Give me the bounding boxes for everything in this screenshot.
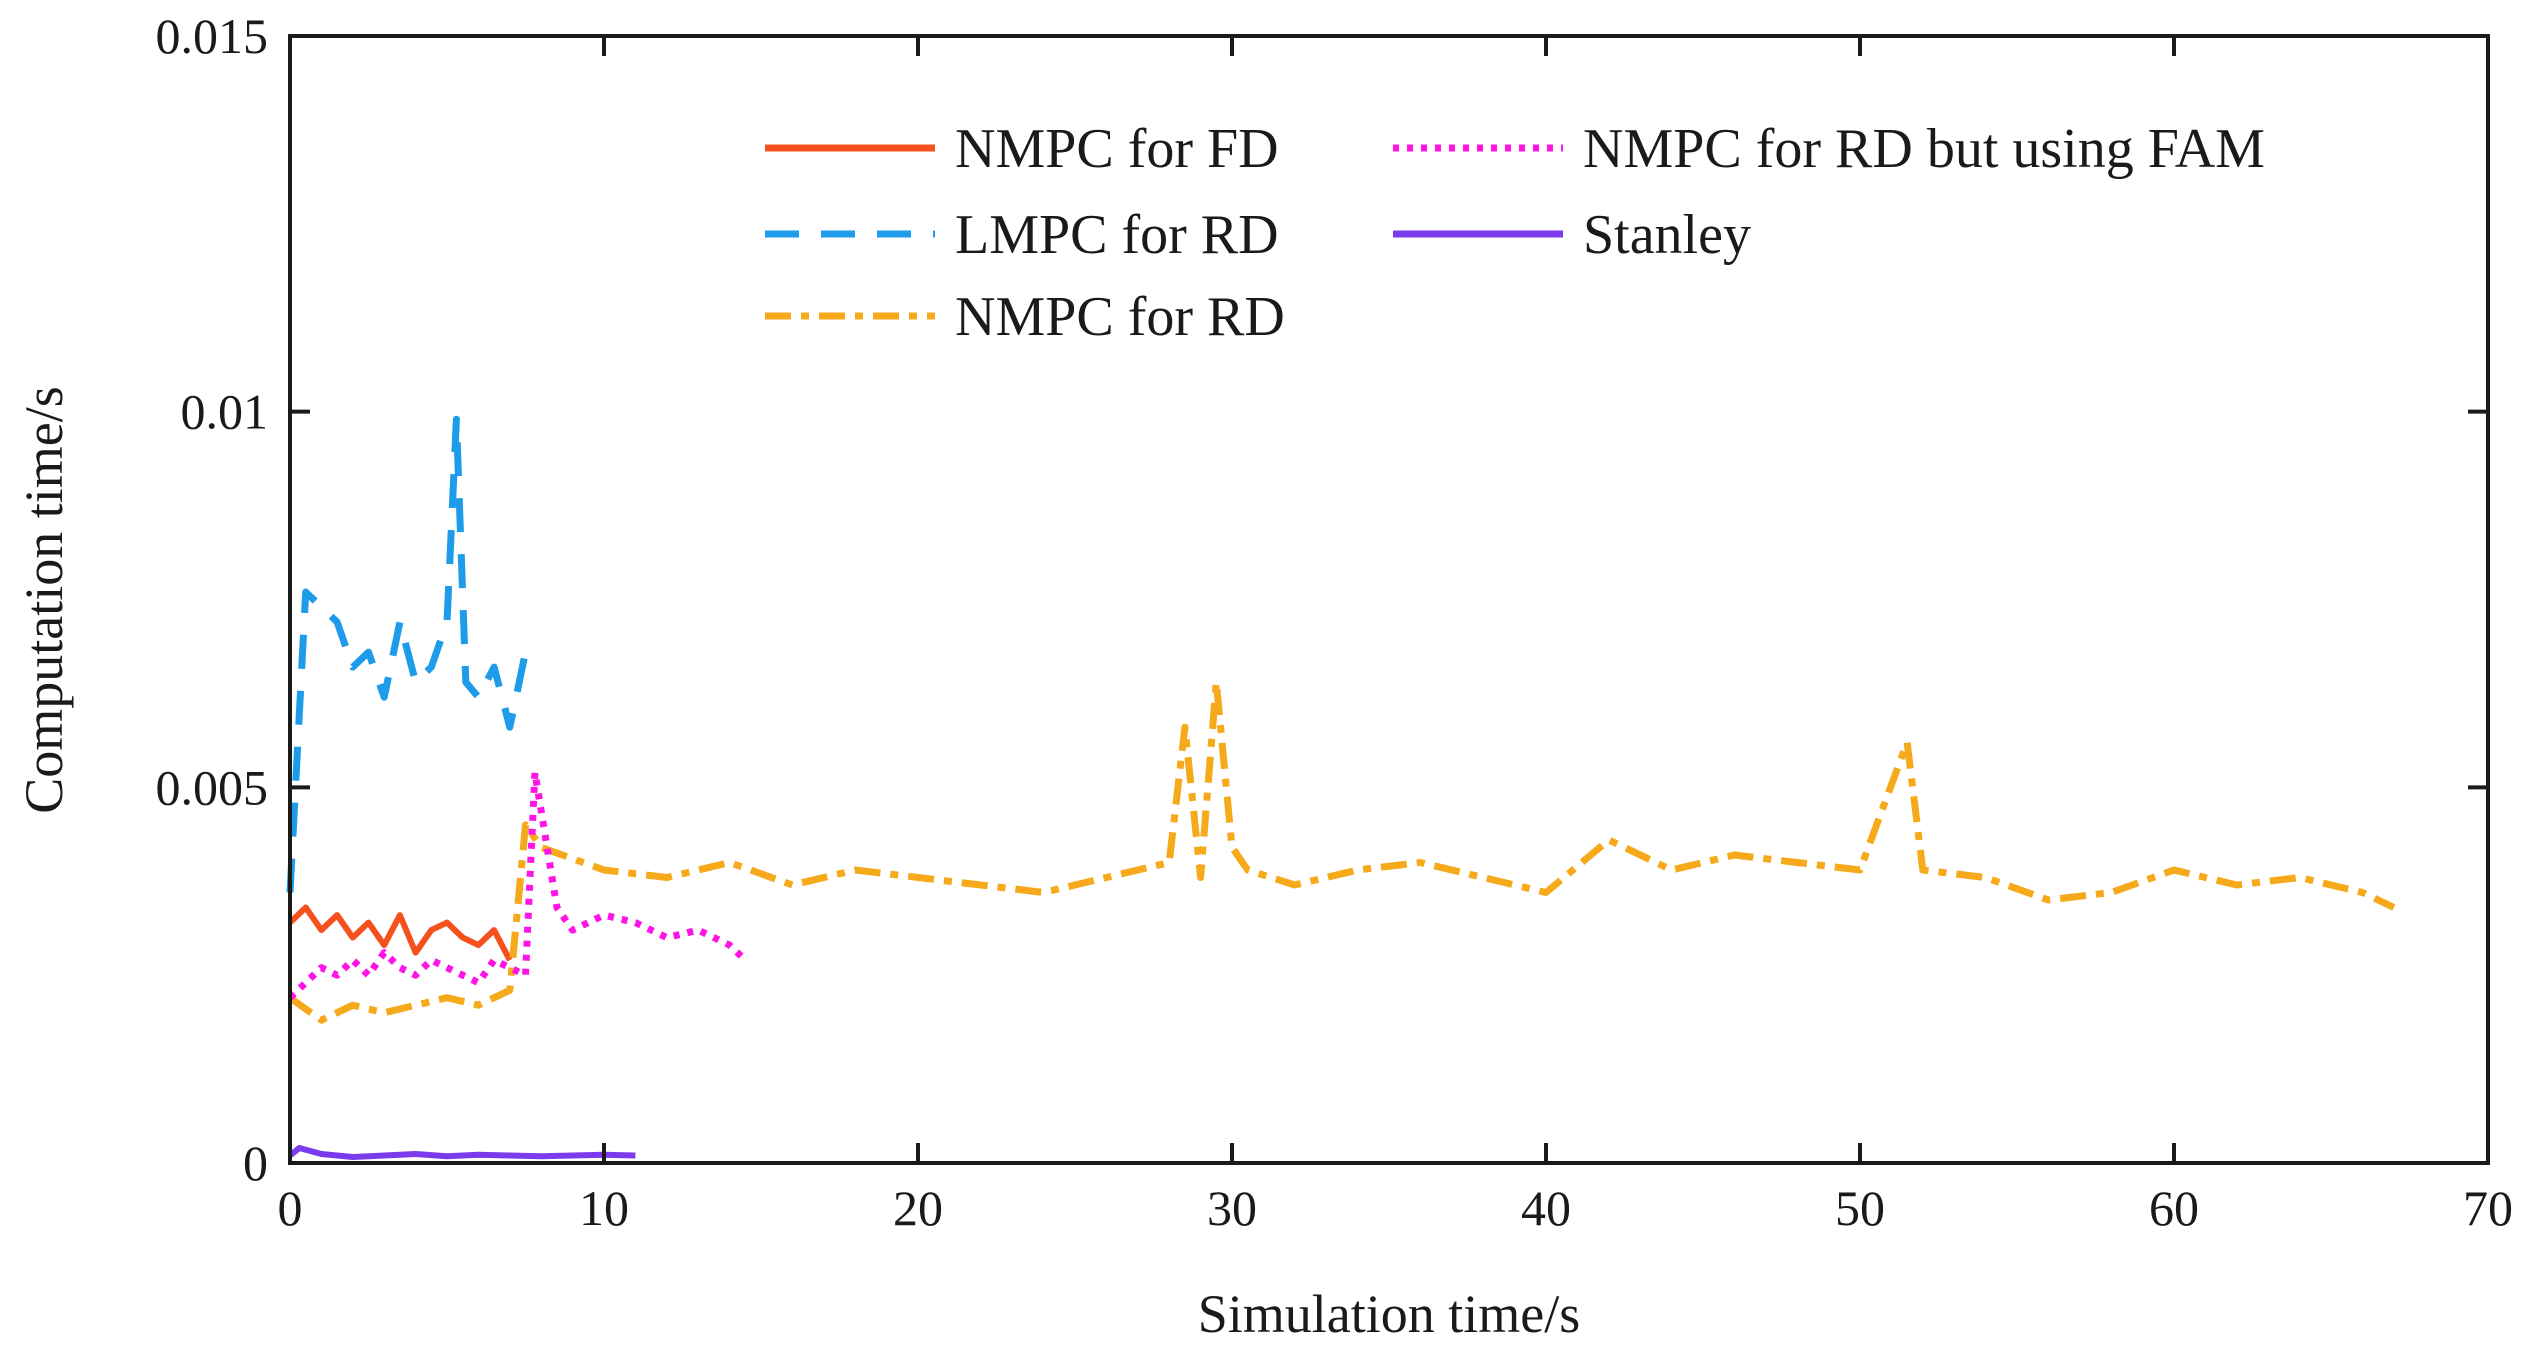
series-line-1: [286, 415, 529, 893]
label-layer: 0 10 20 30 40 50 60 70 0 0.005 0.01 0.015: [156, 8, 2514, 1236]
legend-label-4: Stanley: [1583, 204, 1751, 266]
legend-label-2: NMPC for RD: [955, 286, 1285, 348]
legend: NMPC for FD LMPC for RD NMPC for RD NMPC fo…: [765, 118, 2265, 348]
y-tick-label: 0.005: [156, 759, 269, 815]
legend-label-3: NMPC for RD but using FAM: [1583, 118, 2265, 180]
y-axis-title: Computation time/s: [14, 386, 74, 814]
series-line-3: [287, 768, 748, 1001]
legend-label-0: NMPC for FD: [955, 118, 1279, 180]
x-tick-label: 50: [1835, 1180, 1885, 1236]
series-line-4: [288, 1145, 636, 1160]
x-tick-label: 40: [1521, 1180, 1571, 1236]
x-tick-label: 10: [579, 1180, 629, 1236]
y-tick-label: 0.01: [181, 384, 269, 440]
x-tick-label: 20: [893, 1180, 943, 1236]
x-tick-label: 30: [1207, 1180, 1257, 1236]
x-tick-label: 60: [2149, 1180, 2199, 1236]
y-tick-label: 0: [243, 1135, 268, 1191]
tick-layer: [288, 34, 2490, 1165]
x-tick-label: 0: [278, 1180, 303, 1236]
series-line-2: [287, 678, 2396, 1024]
x-tick-label: 70: [2463, 1180, 2513, 1236]
series-layer: [286, 415, 2396, 1160]
legend-label-1: LMPC for RD: [955, 204, 1279, 266]
series-line-0: [287, 904, 513, 962]
plot-frame: [288, 34, 2490, 1165]
x-axis-title: Simulation time/s: [1198, 1284, 1581, 1344]
y-tick-label: 0.015: [156, 8, 269, 64]
